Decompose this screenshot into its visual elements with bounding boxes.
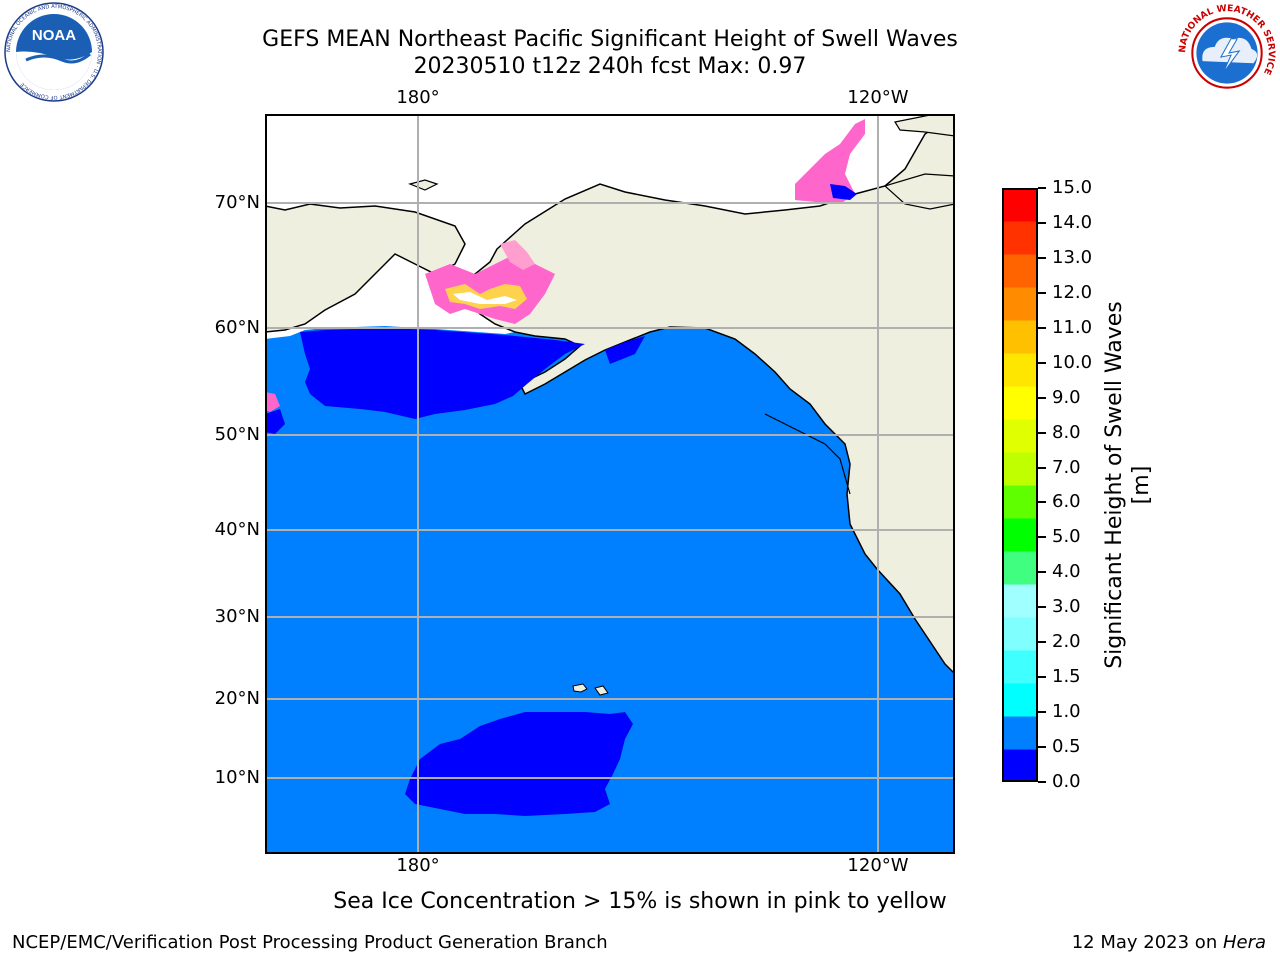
- lon-label-top-180: 180°: [396, 87, 440, 108]
- lat-label-60n: 60°N: [214, 317, 260, 338]
- lon-label-bottom-120w: 120°W: [847, 855, 909, 876]
- svg-text:NOAA: NOAA: [32, 27, 76, 44]
- colorbar-segment: [1002, 485, 1038, 519]
- colorbar-tick-mark: [1038, 641, 1046, 644]
- lon-label-bottom-180: 180°: [396, 855, 440, 876]
- colorbar-tick-label: 2.0: [1052, 631, 1081, 653]
- colorbar-tick-label: 0.5: [1052, 736, 1081, 758]
- colorbar-tick-label: 8.0: [1052, 421, 1081, 443]
- colorbar-tick-mark: [1038, 396, 1046, 399]
- map-title: GEFS MEAN Northeast Pacific Significant …: [262, 27, 958, 52]
- colorbar-tick-mark: [1038, 291, 1046, 294]
- map-subtitle: 20230510 t12z 240h fcst Max: 0.97: [413, 54, 807, 79]
- lon-label-top-120w: 120°W: [847, 87, 909, 108]
- graticule: [265, 114, 955, 854]
- colorbar-tick-label: 6.0: [1052, 491, 1081, 513]
- footer-credit: NCEP/EMC/Verification Post Processing Pr…: [12, 932, 608, 953]
- land-wrangel-island: [408, 179, 439, 191]
- colorbar-tick-label: 11.0: [1052, 316, 1093, 338]
- colorbar-segment: [1002, 254, 1038, 288]
- colorbar-tick-mark: [1038, 501, 1046, 504]
- colorbar-segment: [1002, 287, 1038, 321]
- colorbar-tick-mark: [1038, 571, 1046, 574]
- lat-label-10n: 10°N: [214, 767, 260, 788]
- colorbar-tick-mark: [1038, 431, 1046, 434]
- colorbar-tick-label: 7.0: [1052, 456, 1081, 478]
- colorbar-tick-mark: [1038, 781, 1046, 783]
- swell-height-map: [265, 114, 955, 854]
- colorbar-tick-label: 1.5: [1052, 666, 1081, 688]
- footer-host: Hera: [1222, 932, 1266, 953]
- colorbar-segment: [1002, 650, 1038, 684]
- low-swell-tropical: [405, 712, 633, 816]
- colorbar-tick-mark: [1038, 326, 1046, 329]
- sea-ice-arctic-canada-core: [830, 184, 857, 200]
- colorbar-segment: [1002, 353, 1038, 387]
- colorbar-tick-label: 5.0: [1052, 526, 1081, 548]
- colorbar-tick-label: 14.0: [1052, 211, 1093, 233]
- colorbar-tick-mark: [1038, 256, 1046, 259]
- low-swell-edge: [265, 409, 285, 434]
- sea-ice-arctic-canada: [795, 119, 865, 204]
- colorbar-tick-mark: [1038, 361, 1046, 364]
- map-frame: [265, 114, 955, 854]
- colorbar-segment: [1002, 749, 1038, 782]
- colorbar-tick-label: 1.0: [1052, 701, 1081, 723]
- lat-label-50n: 50°N: [214, 424, 260, 445]
- noaa-logo: NOAA NATIONAL OCEANIC AND ATMOSPHERIC AD…: [4, 2, 104, 102]
- colorbar-tick-mark: [1038, 221, 1046, 224]
- colorbar-segment: [1002, 716, 1038, 750]
- lat-label-30n: 30°N: [214, 606, 260, 627]
- colorbar-tick-label: 3.0: [1052, 596, 1081, 618]
- lat-label-70n: 70°N: [214, 192, 260, 213]
- colorbar-tick-mark: [1038, 676, 1046, 679]
- coastline-pacific-nw: [764, 413, 851, 495]
- sea-ice-note: Sea Ice Concentration > 15% is shown in …: [333, 889, 947, 914]
- sea-ice-bering-white: [453, 292, 517, 304]
- footer-date: 12 May 2023 on Hera: [1072, 932, 1266, 953]
- colorbar: [1002, 188, 1038, 782]
- colorbar-tick-label: 0.0: [1052, 771, 1081, 792]
- colorbar-segment: [1002, 683, 1038, 717]
- colorbar-tick-label: 10.0: [1052, 351, 1093, 373]
- colorbar-tick-mark: [1038, 711, 1046, 714]
- hawaii-islands: [572, 683, 588, 693]
- colorbar-tick-mark: [1038, 466, 1046, 469]
- colorbar-tick-label: 13.0: [1052, 246, 1093, 268]
- colorbar-tick-mark: [1038, 187, 1046, 189]
- land-north-america: [464, 114, 955, 676]
- colorbar-segment: [1002, 617, 1038, 651]
- colorbar-tick-mark: [1038, 536, 1046, 539]
- low-swell-peninsula: [605, 336, 645, 364]
- colorbar-frame: [1002, 188, 1038, 782]
- colorbar-tick-label: 15.0: [1052, 177, 1093, 198]
- colorbar-segment: [1002, 518, 1038, 552]
- colorbar-segment: [1002, 419, 1038, 453]
- colorbar-tick-label: 9.0: [1052, 386, 1081, 408]
- footer-date-text: 12 May 2023 on: [1071, 932, 1223, 953]
- low-swell-north: [300, 328, 585, 419]
- colorbar-tick-mark: [1038, 746, 1046, 749]
- colorbar-tick-mark: [1038, 606, 1046, 609]
- sea-ice-edge-pink: [265, 392, 280, 412]
- colorbar-segment: [1002, 221, 1038, 255]
- colorbar-tick-label: 4.0: [1052, 561, 1081, 583]
- sea-ice-chukchi: [500, 240, 535, 270]
- colorbar-tick-label: 12.0: [1052, 281, 1093, 303]
- lat-label-40n: 40°N: [214, 519, 260, 540]
- colorbar-label: Significant Height of Swell Waves [m]: [1102, 301, 1154, 669]
- colorbar-segment: [1002, 584, 1038, 618]
- lat-label-20n: 20°N: [214, 688, 260, 709]
- colorbar-segment: [1002, 320, 1038, 354]
- hawaii-islands: [594, 685, 609, 696]
- nws-logo: NATIONAL WEATHER SERVICE: [1177, 3, 1277, 103]
- colorbar-segment: [1002, 452, 1038, 486]
- colorbar-segment: [1002, 188, 1038, 222]
- colorbar-segment: [1002, 551, 1038, 585]
- colorbar-segment: [1002, 386, 1038, 420]
- land-arctic-island: [894, 114, 955, 137]
